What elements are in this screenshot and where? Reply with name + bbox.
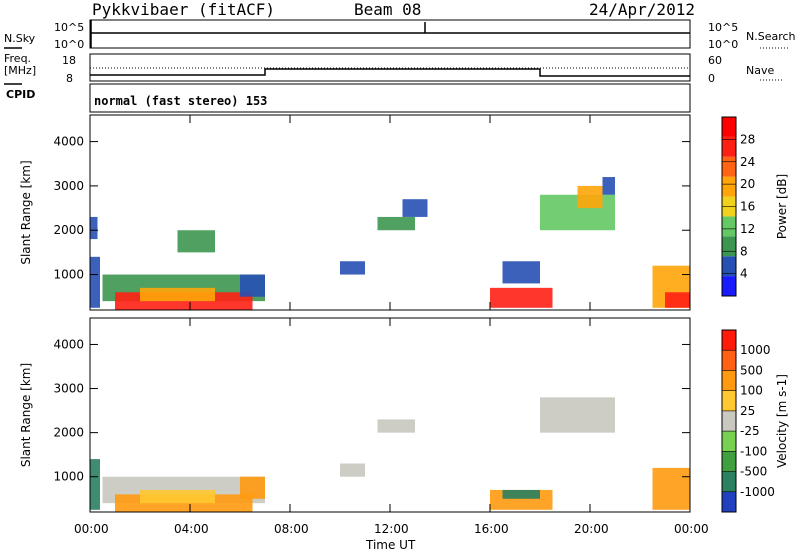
colorbar-segment [722,276,736,296]
data-region [340,463,365,477]
x-tick-label: 08:00 [274,522,309,536]
colorbar-frame [721,329,737,513]
colorbar-segment [722,390,736,411]
data-region [577,185,603,209]
data-region [502,489,540,499]
station-title: Pykkvibaer (fitACF) [92,0,276,19]
data-region [502,261,540,284]
beam-title: Beam 08 [354,0,422,19]
colorbar-tick-label: 24 [740,155,755,169]
colorbar-segment [722,256,736,277]
data-region [240,476,265,499]
cpid-label: CPID [6,88,36,101]
nsky-label: N.Sky [4,32,36,45]
nsearch-tick-bottom: 10^0 [708,38,739,51]
data-region [340,261,365,275]
colorbar-segment [722,330,736,351]
y-tick-label: 1000 [53,470,84,484]
y-tick-label: 4000 [53,135,84,149]
colorbar-segment [722,431,736,452]
colorbar-tick-label: 16 [740,200,755,214]
nsky-tick-bottom: 10^0 [54,38,85,51]
colorbar-tick-label: -25 [740,424,760,438]
colorbar-segment [722,176,736,197]
data-region [402,199,428,217]
colorbar-tick-label: 4 [740,267,748,281]
colorbar-tick-label: -500 [740,465,767,479]
colorbar-segment [722,451,736,472]
x-tick-label: 20:00 [574,522,609,536]
data-region [652,467,690,510]
colorbar-tick-label: 25 [740,404,755,418]
freq-unit-label: [MHz] [4,64,37,77]
colorbar-segment [722,156,736,177]
nsearch-tick-top: 10^5 [708,21,739,34]
colorbar-segment [722,471,736,492]
cpid-panel-frame [89,83,691,113]
data-region [540,397,615,433]
data-region [490,287,553,308]
colorbar-segment [722,117,736,137]
cpid-text: normal (fast stereo) 153 [94,94,268,108]
colorbar-segment [722,136,736,157]
data-region [240,274,265,297]
colorbar-tick-label: 500 [740,363,763,377]
x-tick-label: 16:00 [474,522,509,536]
nave-label: Nave [746,64,775,77]
date-title: 24/Apr/2012 [589,0,695,19]
data-region [602,177,615,195]
x-tick-label: 04:00 [174,522,209,536]
y-axis-label: Slant Range [km] [19,160,33,264]
colorbar-segment [722,216,736,237]
data-region [90,459,100,510]
colorbar-tick-label: 20 [740,177,755,191]
data-region [377,419,415,433]
data-region [90,256,100,308]
colorbar-segment [722,410,736,432]
nave-tick-bottom: 0 [708,72,715,85]
x-tick-label: 00:00 [74,522,109,536]
data-region [665,292,690,308]
colorbar-tick-label: 28 [740,132,755,146]
nave-tick-top: 60 [708,54,722,67]
colorbar-tick-label: 100 [740,384,763,398]
colorbar-tick-label: 1000 [740,343,771,357]
x-axis-label: Time UT [366,538,416,552]
colorbar-label: Velocity [m s-1] [775,374,789,468]
freq-tick-top: 18 [62,54,76,67]
y-axis-label: Slant Range [km] [19,363,33,467]
data-region [140,287,215,302]
colorbar-segment [722,350,736,371]
nsearch-label: N.Search [746,30,796,43]
colorbar-tick-label: 8 [740,244,748,258]
x-tick-label: 12:00 [374,522,409,536]
colorbar-tick-label: 12 [740,222,755,236]
data-region [377,216,415,231]
data-region [90,216,98,240]
colorbar-segment [722,236,736,257]
y-tick-label: 3000 [53,179,84,193]
colorbar-tick-label: -1000 [740,485,775,499]
y-tick-label: 1000 [53,268,84,282]
colorbar-label: Power [dB] [775,174,789,239]
y-tick-label: 4000 [53,337,84,351]
colorbar-segment [722,370,736,391]
y-tick-label: 3000 [53,382,84,396]
data-region [140,489,215,504]
y-tick-label: 2000 [53,426,84,440]
freq-series-line [90,68,690,77]
x-tick-label: 00:00 [674,522,709,536]
freq-label: Freq. [4,52,32,65]
data-region [177,230,215,253]
colorbar-tick-label: -100 [740,444,767,458]
freq-tick-bottom: 8 [66,72,73,85]
y-tick-label: 2000 [53,223,84,237]
nsky-panel-frame [89,19,691,49]
colorbar-segment [722,491,736,512]
nsky-tick-top: 10^5 [54,21,85,34]
